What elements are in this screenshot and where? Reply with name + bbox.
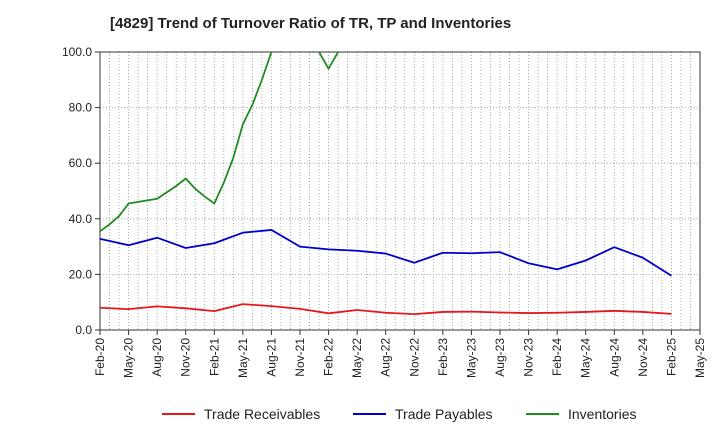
x-tick-label: Feb-22 — [322, 338, 336, 376]
x-tick-label: Nov-22 — [407, 338, 421, 377]
x-tick-label: May-23 — [464, 338, 478, 378]
series-area — [100, 52, 672, 316]
x-tick-label: Feb-25 — [664, 338, 678, 376]
x-tick-label: Nov-20 — [179, 338, 193, 377]
chart-title: [4829] Trend of Turnover Ratio of TR, TP… — [110, 15, 512, 32]
y-tick-label: 0.0 — [75, 323, 92, 337]
series-2 — [100, 52, 339, 233]
series-line — [100, 303, 672, 316]
x-tick-label: Aug-21 — [264, 338, 278, 377]
y-axis-ticks: 0.0 20.0 40.0 60.0 80.0 100.0 — [62, 45, 100, 337]
legend: Trade Receivables Trade Payables Inventori… — [162, 406, 636, 422]
x-tick-label: Feb-23 — [436, 338, 450, 376]
y-tick-label: 60.0 — [69, 156, 93, 170]
legend-label: Trade Receivables — [204, 406, 320, 422]
axes — [99, 51, 701, 331]
x-tick-label: Aug-23 — [493, 338, 507, 377]
series-0 — [100, 303, 672, 316]
legend-label: Inventories — [568, 406, 636, 422]
x-tick-label: Feb-21 — [207, 338, 221, 376]
grid — [100, 52, 700, 330]
series-line — [100, 52, 273, 233]
x-tick-label: May-25 — [693, 338, 707, 378]
x-tick-label: Aug-22 — [379, 338, 393, 377]
x-tick-label: Nov-23 — [522, 338, 536, 377]
x-tick-label: May-21 — [236, 338, 250, 378]
series-line — [100, 229, 672, 277]
y-tick-label: 100.0 — [62, 45, 92, 59]
series-1 — [100, 229, 672, 277]
y-tick-label: 40.0 — [69, 212, 93, 226]
y-tick-label: 20.0 — [69, 267, 93, 281]
plot-frame — [99, 51, 701, 331]
y-tick-label: 80.0 — [69, 101, 93, 115]
x-axis-ticks: Feb-20 May-20 Aug-20 Nov-20 Feb-21 May-21 Aug-… — [93, 330, 707, 378]
x-tick-label: Feb-20 — [93, 338, 107, 376]
x-tick-label: Aug-24 — [607, 338, 621, 377]
x-tick-label: Feb-24 — [550, 338, 564, 376]
legend-label: Trade Payables — [395, 406, 493, 422]
x-tick-label: Nov-21 — [293, 338, 307, 377]
x-tick-label: May-20 — [122, 338, 136, 378]
x-tick-label: May-24 — [579, 338, 593, 378]
x-tick-label: Aug-20 — [150, 338, 164, 377]
x-tick-label: Nov-24 — [636, 338, 650, 377]
series-line — [318, 52, 339, 70]
x-tick-label: May-22 — [350, 338, 364, 378]
